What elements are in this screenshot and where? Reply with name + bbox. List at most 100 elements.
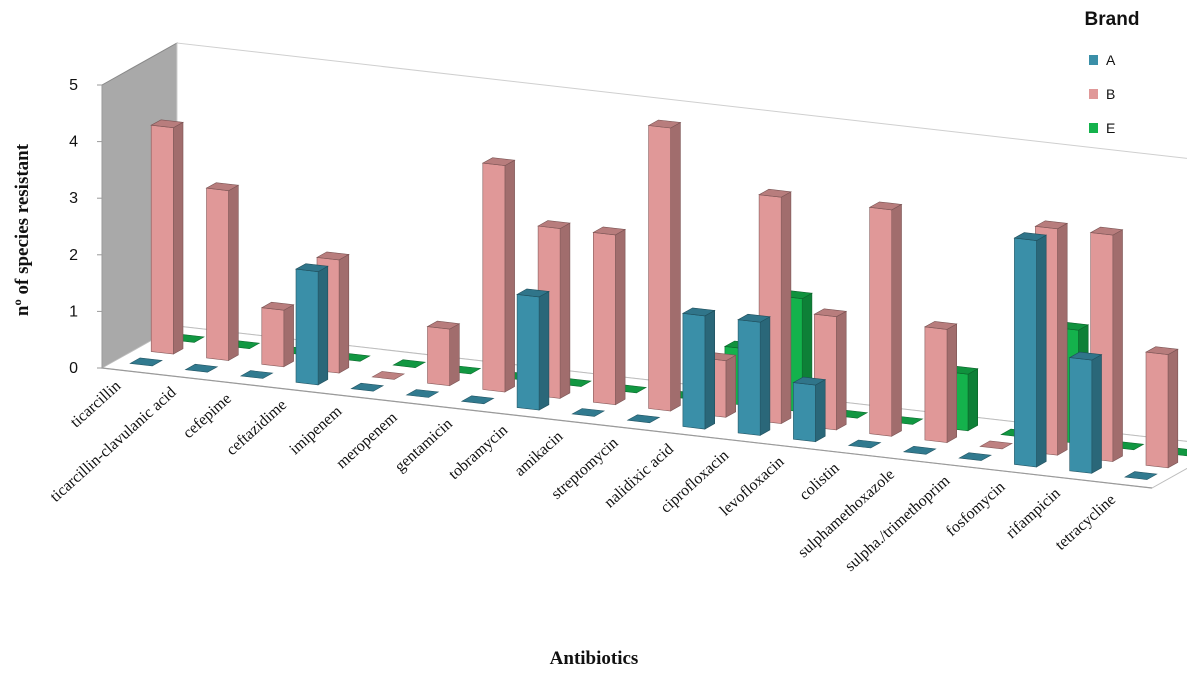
x-tick-label: cefepime bbox=[180, 390, 235, 442]
bar-front-face bbox=[150, 124, 174, 355]
bar-a-ciprofloxacin bbox=[737, 313, 771, 436]
bar-zero-marker bbox=[350, 382, 385, 392]
bar-a-gentamicin bbox=[460, 395, 495, 405]
bar-side-face bbox=[504, 159, 515, 393]
bar-front-face bbox=[793, 382, 816, 443]
bar-zero-marker bbox=[626, 414, 661, 424]
bar-top-face bbox=[150, 119, 184, 129]
bar-a-ceftazidime bbox=[295, 263, 329, 386]
x-tick-label: imipenem bbox=[286, 402, 345, 458]
bar-a-colistin bbox=[847, 439, 882, 449]
bar-front-face bbox=[427, 326, 450, 387]
bar-a-levofloxacin bbox=[792, 376, 827, 443]
bar-side-face bbox=[670, 121, 681, 412]
y-tick-label: 4 bbox=[69, 134, 78, 151]
bar-zero-marker bbox=[958, 452, 992, 461]
bar-top-face bbox=[868, 201, 903, 211]
bar-side-face bbox=[815, 379, 826, 443]
x-axis-label: Antibiotics bbox=[550, 648, 639, 669]
bar-a-imipenem bbox=[350, 382, 385, 392]
legend-item-b: B bbox=[1089, 86, 1115, 102]
bar-top-face bbox=[426, 320, 461, 330]
bar-top-face bbox=[295, 263, 329, 273]
bar-top-face bbox=[647, 119, 682, 129]
bar-b-streptomycin bbox=[647, 119, 682, 412]
bar-top-face bbox=[1034, 220, 1069, 230]
legend-item-e: E bbox=[1089, 120, 1115, 136]
bar-side-face bbox=[1112, 229, 1123, 463]
bar-a-meropenem bbox=[405, 389, 440, 398]
bar-front-face bbox=[482, 162, 506, 393]
bar-top-face bbox=[205, 182, 240, 192]
bar-side-face bbox=[1091, 354, 1102, 474]
bar-a-ticarcillin-clavulanic-acid bbox=[184, 363, 219, 373]
bar-side-face bbox=[173, 121, 184, 355]
bar-front-face bbox=[1014, 237, 1037, 468]
legend-label-e: E bbox=[1106, 120, 1115, 136]
y-tick-label: 3 bbox=[69, 190, 78, 207]
x-tick-label: ticarcillin bbox=[67, 377, 124, 431]
bar-front-face bbox=[869, 206, 893, 437]
bar-top-face bbox=[792, 376, 827, 386]
bar-side-face bbox=[725, 354, 737, 418]
bar-side-face bbox=[615, 228, 626, 406]
bar-side-face bbox=[228, 184, 239, 362]
bar-zero-marker bbox=[129, 357, 163, 367]
legend-swatch-b bbox=[1089, 89, 1098, 99]
bar-top-face bbox=[1013, 232, 1048, 241]
y-tick-label: 5 bbox=[69, 77, 78, 94]
bar-zero-marker bbox=[979, 440, 1013, 450]
bar-b-colistin bbox=[868, 201, 903, 437]
bar-zero-marker bbox=[371, 371, 406, 380]
y-tick-label: 1 bbox=[69, 303, 78, 320]
y-tick-label: 0 bbox=[69, 360, 78, 377]
bar-front-face bbox=[592, 232, 616, 406]
bar-side-face bbox=[967, 368, 979, 432]
bar-top-face bbox=[1089, 226, 1124, 236]
bar-side-face bbox=[891, 203, 902, 437]
bar-top-face bbox=[537, 220, 571, 229]
bar-b-cefepime bbox=[260, 301, 295, 368]
bar-a-ticarcillin bbox=[129, 357, 163, 367]
bar-b-tetracycline bbox=[1145, 346, 1179, 469]
legend-item-a: A bbox=[1089, 52, 1116, 68]
bar-top-face bbox=[516, 288, 550, 298]
bar-side-face bbox=[1167, 348, 1179, 469]
x-tick-label: gentamicin bbox=[392, 415, 456, 475]
x-tick-label: amikacin bbox=[511, 428, 566, 480]
bar-side-face bbox=[1036, 234, 1047, 468]
x-axis-line bbox=[101, 367, 1153, 489]
bar-zero-marker bbox=[239, 370, 274, 379]
y-axis-label: nº of species resistant bbox=[12, 143, 33, 316]
bar-front-face bbox=[648, 125, 671, 412]
bar-zero-marker bbox=[460, 395, 495, 405]
x-tick-label: tetracycline bbox=[1052, 491, 1119, 554]
bar-b-ticarcillin-clavulanic-acid bbox=[205, 182, 240, 362]
x-tick-label: ceftazidime bbox=[223, 396, 290, 459]
bar-a-amikacin bbox=[571, 408, 606, 417]
x-tick-label: colistin bbox=[796, 460, 842, 504]
x-tick-label: rifampicin bbox=[1003, 485, 1064, 542]
legend-swatch-e bbox=[1089, 123, 1098, 133]
bar-b-sulpha-trimethoprim bbox=[979, 440, 1013, 450]
bar-zero-marker bbox=[184, 363, 219, 373]
bar-side-face bbox=[704, 309, 716, 430]
bar-a-streptomycin bbox=[626, 414, 661, 424]
x-tick-label: fosfomycin bbox=[943, 479, 1009, 540]
bar-a-sulphamethoxazole bbox=[902, 445, 937, 455]
bar-zero-marker bbox=[902, 445, 937, 455]
bar-top-face bbox=[923, 321, 958, 330]
bar-b-imipenem bbox=[371, 371, 406, 380]
x-tick-label: sulpha./trimethoprim bbox=[842, 472, 954, 575]
bar-side-face bbox=[283, 304, 294, 368]
bar-side-face bbox=[836, 310, 847, 431]
bar-top-face bbox=[1068, 351, 1103, 361]
bar-top-face bbox=[260, 301, 295, 311]
bar-front-face bbox=[737, 319, 761, 436]
bar-a-rifampicin bbox=[1068, 351, 1103, 474]
bar-zero-marker bbox=[571, 408, 606, 417]
bar-a-cefepime bbox=[239, 370, 274, 379]
bar-front-face bbox=[261, 307, 285, 368]
legend-label-a: A bbox=[1106, 52, 1116, 68]
bar-side-face bbox=[449, 323, 460, 387]
